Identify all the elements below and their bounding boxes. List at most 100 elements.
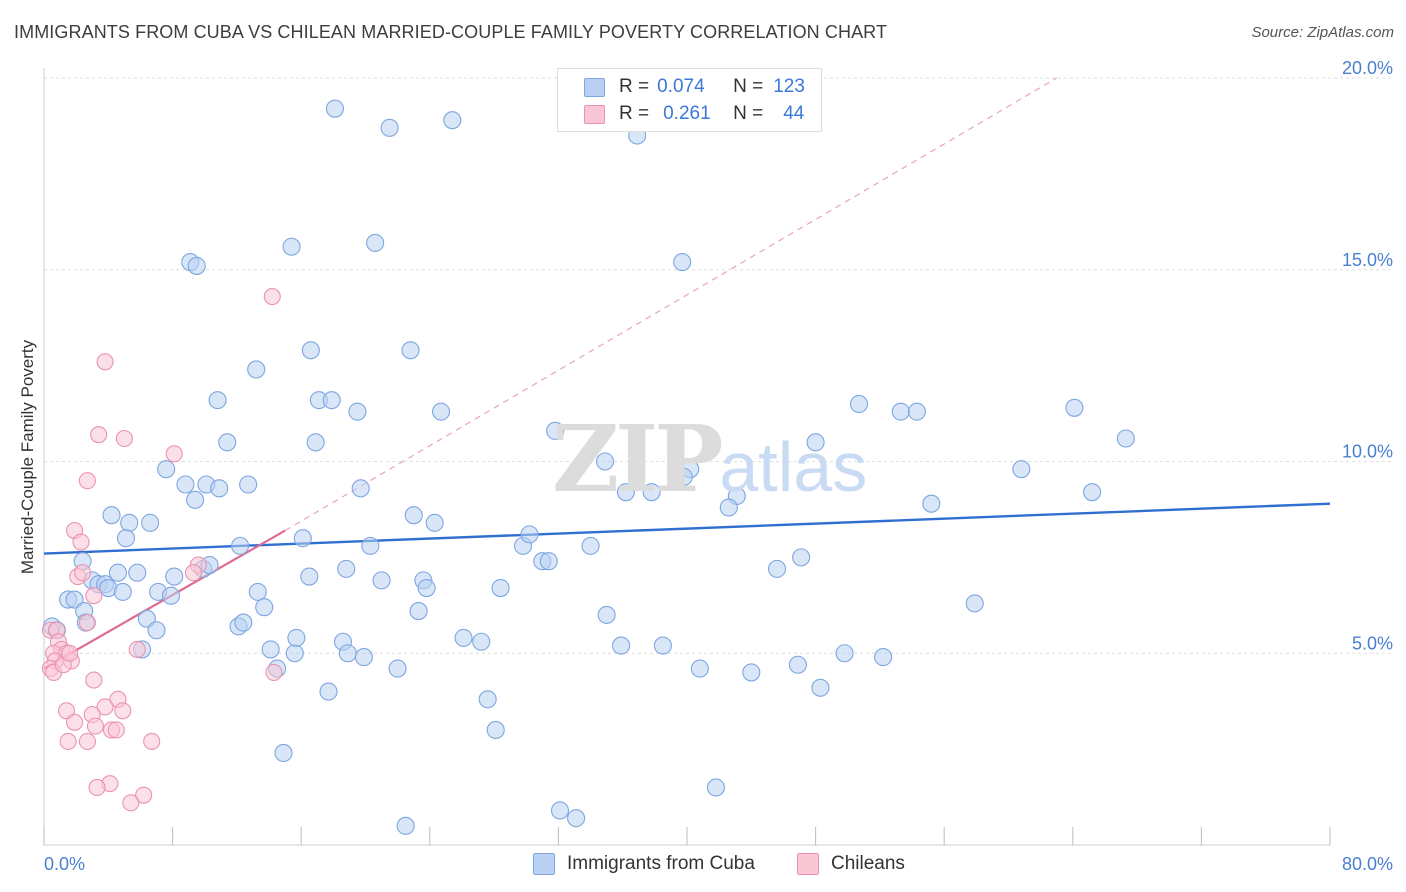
chileans-data-point — [78, 732, 96, 751]
cuba-data-point — [690, 659, 709, 678]
chileans-data-point — [65, 713, 84, 731]
cuba-data-point — [806, 433, 825, 452]
cuba-data-point — [187, 256, 206, 275]
cuba-data-point — [396, 816, 415, 835]
cuba-data-point — [520, 525, 539, 544]
cuba-data-point — [176, 475, 195, 494]
cuba-data-point — [567, 809, 586, 828]
cuba-data-point — [1065, 398, 1084, 417]
cuba-data-point — [616, 483, 635, 502]
cuba-data-point — [1083, 483, 1102, 502]
watermark-zip: ZIP — [552, 405, 723, 513]
cuba-data-point — [788, 655, 807, 674]
y-tick-label: 20.0% — [1342, 58, 1393, 78]
chileans-data-point — [85, 671, 103, 689]
cuba-data-point — [792, 548, 811, 567]
cuba-data-point — [282, 237, 301, 256]
cuba-data-point — [597, 605, 616, 624]
cuba-data-point — [472, 632, 491, 651]
correlation-stats-box: R = 0.074 N = 123 R = 0.261 N = 44 — [557, 68, 822, 132]
legend-item-cuba[interactable]: Immigrants from Cuba — [533, 850, 755, 878]
chileans-data-point — [114, 702, 132, 720]
cuba-data-point — [1116, 429, 1135, 448]
cuba-data-point — [425, 513, 444, 532]
chileans-data-point — [263, 288, 281, 306]
chileans-data-point — [165, 445, 183, 463]
cuba-data-point — [301, 341, 320, 360]
cuba-data-point — [354, 648, 373, 667]
cuba-data-point — [401, 341, 420, 360]
cuba-data-point — [361, 536, 380, 555]
cuba-data-point — [338, 644, 357, 663]
cuba-data-point — [239, 475, 258, 494]
n-label: N = — [733, 76, 764, 97]
n-value: 123 — [773, 76, 805, 97]
cuba-data-point — [161, 586, 181, 605]
cuba-data-point — [248, 582, 267, 601]
cuba-data-point — [443, 111, 462, 130]
cuba-data-point — [811, 678, 830, 697]
cuba-data-point — [113, 582, 132, 601]
chileans-data-point — [128, 640, 146, 658]
cuba-data-point — [642, 483, 661, 502]
chileans-data-point — [78, 472, 96, 490]
legend-swatch-chileans — [797, 853, 819, 875]
r-value: 0.074 — [657, 76, 705, 97]
cuba-data-point — [612, 636, 631, 655]
cuba-data-point — [372, 571, 391, 590]
cuba-data-point — [653, 636, 672, 655]
cuba-data-point — [719, 498, 738, 517]
cuba-data-point — [147, 621, 166, 640]
chileans-data-point — [78, 614, 96, 632]
x-tick-label: 80.0% — [1342, 854, 1393, 874]
legend-item-chileans[interactable]: Chileans — [797, 850, 905, 878]
chileans-data-point — [72, 533, 90, 551]
cuba-data-point — [128, 563, 147, 582]
watermark-atlas: atlas — [719, 428, 868, 506]
stats-row-cuba: R = 0.074 N = 123 — [558, 74, 805, 100]
chileans-data-point — [85, 587, 103, 605]
chileans-data-point — [143, 732, 161, 751]
chileans-data-point — [88, 778, 106, 797]
chileans-data-point — [96, 698, 114, 716]
data-points — [41, 99, 1135, 835]
chileans-data-point — [90, 426, 108, 444]
y-tick-label: 5.0% — [1352, 633, 1393, 653]
cuba-data-point — [351, 479, 370, 498]
chileans-data-point — [122, 794, 140, 812]
cuba-data-point — [116, 529, 136, 548]
source-attribution: Source: ZipAtlas.com — [1251, 24, 1394, 41]
cuba-data-point — [325, 99, 345, 118]
legend-label-chileans: Chileans — [831, 853, 905, 874]
chileans-data-point — [265, 663, 283, 681]
cuba-data-point — [432, 402, 451, 421]
chileans-data-point — [96, 353, 114, 371]
cuba-data-point — [108, 563, 127, 582]
watermark: ZIPatlas — [552, 405, 867, 513]
cuba-data-point — [550, 801, 570, 820]
cuba-data-point — [539, 552, 558, 571]
cuba-data-point — [454, 628, 473, 647]
chileans-data-point — [61, 644, 79, 662]
cuba-data-point — [674, 467, 693, 486]
cuba-data-point — [706, 778, 725, 797]
cuba-data-point — [742, 663, 761, 682]
cuba-data-point — [486, 720, 505, 740]
cuba-data-point — [409, 602, 428, 621]
legend-swatch-cuba — [533, 853, 555, 875]
cuba-data-point — [767, 559, 787, 578]
chileans-data-point — [184, 564, 203, 582]
cuba-data-point — [417, 579, 436, 598]
chileans-swatch — [584, 104, 605, 124]
cuba-data-point — [491, 579, 510, 598]
n-label: N = — [733, 103, 764, 124]
cuba-data-point — [287, 628, 306, 647]
cuba-swatch — [584, 77, 605, 97]
cuba-data-point — [120, 513, 139, 532]
cuba-data-point — [673, 253, 692, 272]
cuba-data-point — [165, 567, 184, 586]
cuba-data-point — [1012, 460, 1031, 479]
cuba-data-point — [293, 529, 312, 548]
cuba-data-point — [835, 644, 854, 663]
stats-row-chileans: R = 0.261 N = 44 — [558, 101, 804, 127]
